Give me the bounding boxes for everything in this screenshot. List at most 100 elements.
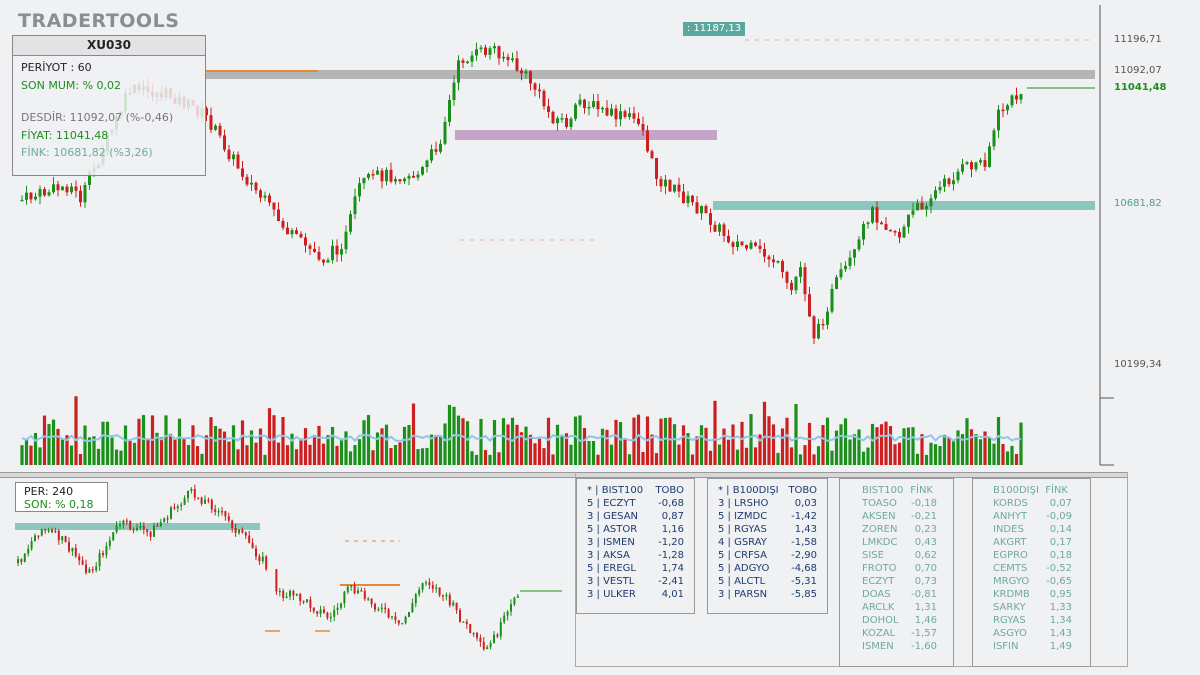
candle-body [250, 182, 253, 185]
mini-candle-body [380, 607, 383, 610]
candle-body [826, 311, 829, 325]
list-item[interactable]: ECZYT 0,73 [862, 576, 937, 587]
volume-bar [339, 438, 344, 465]
list-item[interactable]: DOAS -0,81 [862, 589, 937, 600]
volume-bar [708, 450, 713, 465]
candle-body [619, 111, 622, 120]
list-item[interactable]: AKGRT 0,17 [993, 537, 1072, 548]
list-item[interactable]: RGYAS 1,34 [993, 615, 1072, 626]
candle-body [997, 109, 1000, 131]
list-item[interactable]: 5 | ECZYT -0,68 [587, 498, 684, 509]
volume-bar [681, 425, 686, 465]
list-item[interactable]: ANHYT -0,09 [993, 511, 1072, 522]
volume-bar [308, 444, 312, 465]
mini-candle-body [156, 525, 159, 527]
list-item[interactable]: 3 | VESTL -2,41 [587, 576, 684, 587]
list-item[interactable]: INDES 0,14 [993, 524, 1072, 535]
list-item[interactable]: ASGYO 1,43 [993, 628, 1072, 639]
candle-body [52, 184, 55, 193]
candle-body [934, 190, 937, 199]
list-item[interactable]: 3 | GESAN 0,87 [587, 511, 684, 522]
mini-candle-body [170, 507, 172, 519]
list-item[interactable]: AKSEN -0,21 [862, 511, 937, 522]
list-item[interactable]: 5 | IZMDC -1,42 [718, 511, 817, 522]
mini-candle-body [418, 589, 421, 595]
candle-body [236, 154, 240, 169]
mini-candle-body [374, 604, 376, 610]
list-item[interactable]: 3 | LRSHO 0,03 [718, 498, 817, 509]
list-item[interactable]: 3 | ULKER 4,01 [587, 589, 684, 600]
list-item[interactable]: SISE 0,62 [862, 550, 937, 561]
list-item[interactable]: 4 | GSRAY -1,58 [718, 537, 817, 548]
list-item[interactable]: ARCLK 1,31 [862, 602, 937, 613]
list-item[interactable]: KRDMB 0,95 [993, 589, 1072, 600]
list-item[interactable]: KORDS 0,07 [993, 498, 1072, 509]
mini-candle-body [47, 530, 50, 532]
list-item[interactable]: 5 | ALCTL -5,31 [718, 576, 817, 587]
volume-bar [740, 421, 744, 465]
mini-price-chart[interactable] [0, 478, 575, 673]
list-item[interactable]: 5 | CRFSA -2,90 [718, 550, 817, 561]
main-price-chart[interactable] [0, 0, 1200, 470]
candle-body [349, 214, 352, 232]
mini-candle-body [302, 600, 305, 603]
volume-bar [834, 430, 839, 465]
volume-bar [434, 434, 438, 465]
candle-body [344, 231, 348, 250]
list-item[interactable]: 5 | ADGYO -4,68 [718, 563, 817, 574]
volume-bar [938, 445, 942, 465]
volume-bar [375, 432, 380, 465]
list-item[interactable]: ISFIN 1,49 [993, 641, 1072, 652]
mini-candle-body [295, 593, 298, 596]
mini-candle-body [346, 586, 349, 592]
list-item[interactable]: LMKDC 0,43 [862, 537, 937, 548]
list-item[interactable]: 5 | ASTOR 1,16 [587, 524, 684, 535]
candle-body [614, 108, 618, 120]
list-item[interactable]: ZOREN 0,23 [862, 524, 937, 535]
mini-candle-body [309, 599, 312, 608]
list-item[interactable]: 5 | RGYAS 1,43 [718, 524, 817, 535]
mini-candle-body [159, 522, 162, 526]
list-item[interactable]: 3 | ISMEN -1,20 [587, 537, 684, 548]
candle-body [569, 118, 573, 127]
volume-bar [465, 421, 470, 465]
volume-bar [285, 445, 290, 465]
list-item[interactable]: 5 | EREGL 1,74 [587, 563, 684, 574]
volume-bar [663, 417, 668, 465]
list-item[interactable]: 3 | AKSA -1,28 [587, 550, 684, 561]
volume-bar [87, 437, 92, 465]
mini-candle-body [370, 598, 373, 605]
candle-body [992, 130, 996, 147]
candle-body [839, 269, 843, 278]
support-zone [713, 201, 1095, 210]
candle-body [664, 179, 667, 187]
list-item[interactable]: EGPRO 0,18 [993, 550, 1072, 561]
volume-bar [105, 421, 110, 465]
candle-body [308, 245, 312, 249]
mini-candle-body [343, 591, 346, 604]
list-item[interactable]: SARKY 1,33 [993, 602, 1072, 613]
volume-bar [551, 454, 555, 465]
list-item[interactable]: TOASO -0,18 [862, 498, 937, 509]
volume-bar [402, 426, 407, 465]
candle-body [961, 164, 964, 172]
candle-body [592, 101, 595, 108]
candle-body [781, 261, 784, 273]
volume-bar [713, 400, 717, 465]
candle-body [920, 202, 924, 210]
volume-bar [821, 425, 825, 465]
list-item[interactable]: MRGYO -0,65 [993, 576, 1072, 587]
mini-period-label: PER: 240 [24, 485, 74, 498]
list-item[interactable]: FROTO 0,70 [862, 563, 937, 574]
mini-candle-body [54, 530, 57, 533]
candle-body [475, 49, 478, 56]
list-item[interactable]: CEMTS -0,52 [993, 563, 1072, 574]
volume-average-line [21, 433, 1022, 443]
list-item[interactable]: 3 | PARSN -5,85 [718, 589, 817, 600]
list-item[interactable]: KOZAL -1,57 [862, 628, 937, 639]
candle-body [758, 245, 762, 249]
candle-body [655, 157, 658, 179]
candle-body [587, 107, 591, 109]
list-item[interactable]: ISMEN -1,60 [862, 641, 937, 652]
list-item[interactable]: DOHOL 1,46 [862, 615, 937, 626]
